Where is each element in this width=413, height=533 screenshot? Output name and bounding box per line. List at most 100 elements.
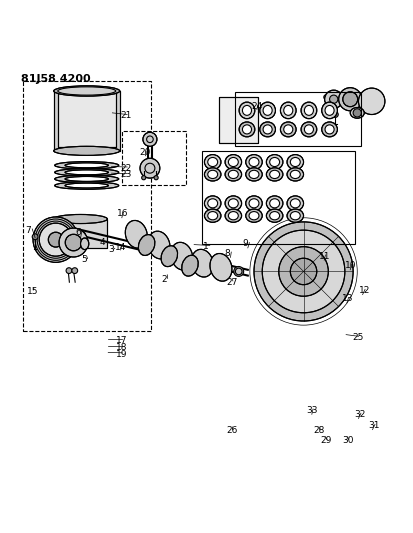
Text: 22: 22 bbox=[121, 164, 132, 173]
Circle shape bbox=[72, 268, 78, 273]
Ellipse shape bbox=[260, 102, 275, 119]
Text: 12: 12 bbox=[358, 286, 370, 295]
Text: 32: 32 bbox=[354, 410, 366, 419]
Ellipse shape bbox=[246, 155, 262, 169]
Ellipse shape bbox=[304, 125, 313, 134]
Text: 28: 28 bbox=[313, 426, 325, 435]
Ellipse shape bbox=[204, 155, 221, 169]
Circle shape bbox=[65, 235, 82, 251]
Bar bbox=[54, 91, 120, 151]
Text: 10: 10 bbox=[345, 261, 356, 270]
Ellipse shape bbox=[246, 209, 262, 222]
Ellipse shape bbox=[301, 102, 317, 119]
Ellipse shape bbox=[266, 168, 283, 181]
Text: 25: 25 bbox=[352, 333, 363, 342]
Ellipse shape bbox=[225, 155, 242, 169]
Circle shape bbox=[262, 230, 345, 313]
Text: 19: 19 bbox=[116, 350, 127, 359]
Ellipse shape bbox=[287, 209, 304, 222]
Text: 13: 13 bbox=[342, 294, 354, 303]
Circle shape bbox=[330, 95, 338, 103]
Ellipse shape bbox=[204, 196, 221, 211]
Ellipse shape bbox=[242, 125, 252, 134]
Ellipse shape bbox=[208, 212, 218, 220]
Ellipse shape bbox=[287, 196, 304, 211]
Ellipse shape bbox=[239, 102, 255, 119]
Ellipse shape bbox=[249, 157, 259, 166]
Ellipse shape bbox=[81, 238, 89, 249]
Ellipse shape bbox=[228, 157, 238, 166]
Text: 3: 3 bbox=[108, 246, 114, 254]
Text: 1: 1 bbox=[203, 242, 209, 251]
Text: 15: 15 bbox=[27, 287, 38, 296]
Ellipse shape bbox=[208, 170, 218, 179]
Circle shape bbox=[48, 232, 63, 247]
Ellipse shape bbox=[228, 212, 238, 220]
Ellipse shape bbox=[191, 249, 214, 277]
Circle shape bbox=[235, 268, 242, 274]
Bar bbox=[37, 232, 54, 238]
Ellipse shape bbox=[204, 168, 221, 181]
Ellipse shape bbox=[270, 170, 280, 179]
Circle shape bbox=[66, 268, 72, 273]
Text: 17: 17 bbox=[116, 335, 127, 344]
Ellipse shape bbox=[242, 106, 252, 115]
Ellipse shape bbox=[263, 106, 272, 115]
Ellipse shape bbox=[65, 163, 108, 168]
Text: 5: 5 bbox=[81, 255, 87, 264]
Ellipse shape bbox=[225, 196, 242, 211]
Ellipse shape bbox=[290, 212, 300, 220]
Bar bbox=[58, 93, 116, 147]
Circle shape bbox=[234, 266, 244, 277]
Ellipse shape bbox=[239, 122, 255, 137]
Circle shape bbox=[254, 222, 353, 321]
Ellipse shape bbox=[208, 157, 218, 166]
Bar bbox=[122, 131, 186, 185]
Text: 6: 6 bbox=[75, 228, 81, 237]
Ellipse shape bbox=[246, 168, 262, 181]
Ellipse shape bbox=[270, 199, 280, 208]
Circle shape bbox=[143, 132, 157, 147]
Ellipse shape bbox=[350, 108, 364, 118]
Circle shape bbox=[358, 88, 385, 115]
Ellipse shape bbox=[322, 102, 337, 119]
Text: 27: 27 bbox=[226, 278, 238, 287]
Circle shape bbox=[325, 90, 343, 108]
Text: 2: 2 bbox=[161, 275, 167, 284]
Bar bbox=[58, 93, 116, 147]
Ellipse shape bbox=[260, 122, 275, 137]
Ellipse shape bbox=[266, 155, 283, 169]
Ellipse shape bbox=[228, 199, 238, 208]
Ellipse shape bbox=[204, 209, 221, 222]
Text: 26: 26 bbox=[226, 426, 238, 435]
Ellipse shape bbox=[287, 155, 304, 169]
Ellipse shape bbox=[55, 175, 119, 183]
Circle shape bbox=[279, 247, 328, 296]
Bar bbox=[54, 219, 107, 248]
Ellipse shape bbox=[182, 255, 198, 276]
Text: 33: 33 bbox=[306, 406, 318, 415]
Text: 4: 4 bbox=[100, 238, 106, 247]
Ellipse shape bbox=[270, 157, 280, 166]
Text: 30: 30 bbox=[342, 437, 354, 445]
Text: 8: 8 bbox=[225, 249, 230, 258]
Circle shape bbox=[324, 95, 329, 100]
Ellipse shape bbox=[55, 168, 119, 176]
Ellipse shape bbox=[54, 86, 120, 96]
Ellipse shape bbox=[65, 176, 108, 181]
Ellipse shape bbox=[246, 196, 262, 211]
Circle shape bbox=[59, 228, 88, 257]
Ellipse shape bbox=[138, 235, 155, 255]
Circle shape bbox=[76, 231, 85, 240]
Bar bbox=[235, 92, 361, 146]
Circle shape bbox=[339, 87, 362, 111]
Ellipse shape bbox=[280, 102, 296, 119]
Text: 7: 7 bbox=[26, 225, 31, 235]
Ellipse shape bbox=[55, 161, 119, 169]
Text: 20: 20 bbox=[140, 148, 151, 157]
Ellipse shape bbox=[55, 182, 119, 189]
Text: 14: 14 bbox=[115, 244, 126, 253]
Ellipse shape bbox=[284, 106, 293, 115]
Text: 23: 23 bbox=[121, 171, 132, 179]
Ellipse shape bbox=[322, 122, 337, 137]
